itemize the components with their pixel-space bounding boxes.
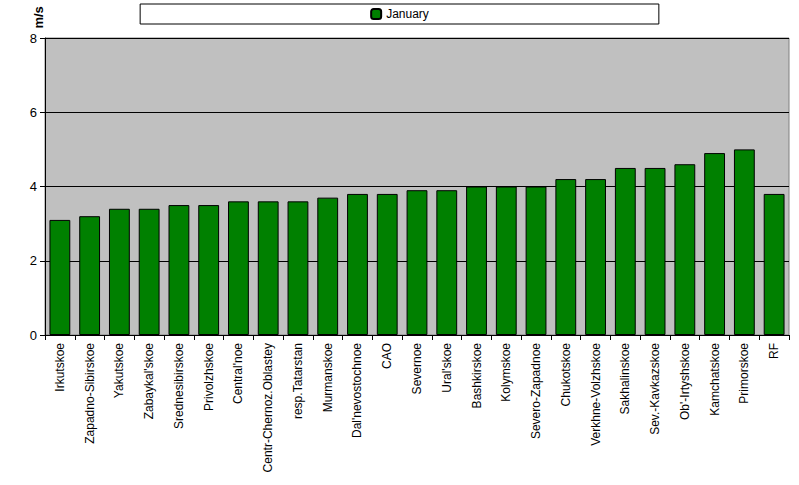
svg-text:Privolzhskoe: Privolzhskoe (202, 343, 216, 411)
svg-text:4: 4 (30, 179, 37, 194)
svg-text:Severo-Zapadnoe: Severo-Zapadnoe (529, 343, 543, 439)
svg-text:2: 2 (30, 253, 37, 268)
svg-text:Verkhne-Volzhskoe: Verkhne-Volzhskoe (589, 343, 603, 446)
svg-text:Yakutskoe: Yakutskoe (112, 343, 126, 398)
svg-text:Kolymskoe: Kolymskoe (499, 343, 513, 402)
svg-text:Ural'skoe: Ural'skoe (440, 343, 454, 393)
svg-text:Zapadno-Sibirskoe: Zapadno-Sibirskoe (83, 343, 97, 444)
svg-text:January: January (386, 7, 429, 21)
svg-text:0: 0 (30, 328, 37, 343)
svg-text:Srednesibirskoe: Srednesibirskoe (172, 343, 186, 429)
svg-text:m/s: m/s (31, 6, 46, 28)
svg-text:Central'noe: Central'noe (231, 343, 245, 404)
svg-text:Centr-Chernoz.Oblastey: Centr-Chernoz.Oblastey (261, 343, 275, 472)
svg-text:Sev.-Kavkazskoe: Sev.-Kavkazskoe (648, 343, 662, 435)
svg-text:Bashkirskoe: Bashkirskoe (470, 343, 484, 409)
svg-text:RF: RF (767, 343, 781, 359)
svg-text:Dal'nevostochnoe: Dal'nevostochnoe (350, 343, 364, 438)
svg-text:6: 6 (30, 105, 37, 120)
svg-text:Sakhalinskoe: Sakhalinskoe (618, 343, 632, 415)
svg-text:Zabaykal'skoe: Zabaykal'skoe (142, 343, 156, 420)
svg-text:Ob'-Irtyshskoe: Ob'-Irtyshskoe (678, 343, 692, 420)
svg-text:Irkutskoe: Irkutskoe (53, 343, 67, 392)
svg-text:Severnoe: Severnoe (410, 343, 424, 395)
svg-text:Chukotskoe: Chukotskoe (559, 343, 573, 407)
svg-text:resp.Tatarstan: resp.Tatarstan (291, 343, 305, 419)
svg-text:8: 8 (30, 31, 37, 46)
svg-text:CAO: CAO (380, 343, 394, 369)
svg-text:Primorskoe: Primorskoe (737, 343, 751, 404)
svg-text:Kamchatskoe: Kamchatskoe (708, 343, 722, 416)
svg-text:Murmanskoe: Murmanskoe (321, 343, 335, 413)
